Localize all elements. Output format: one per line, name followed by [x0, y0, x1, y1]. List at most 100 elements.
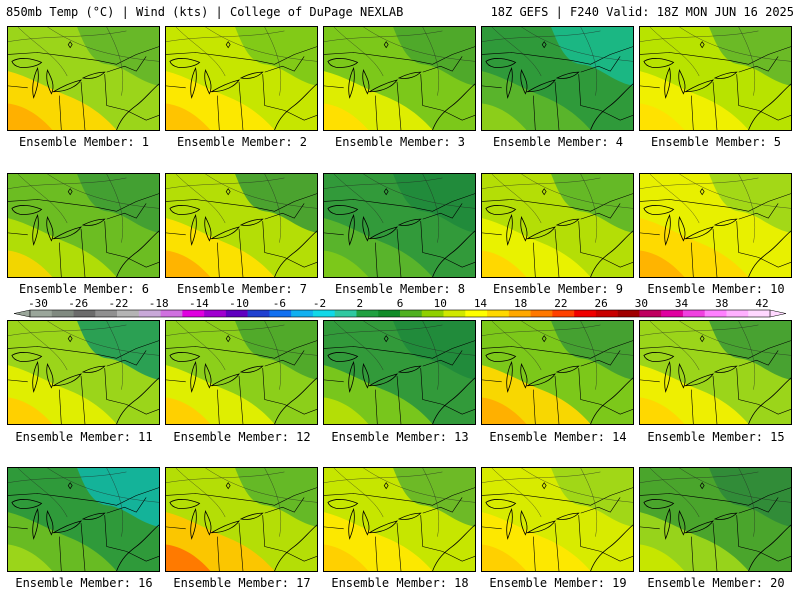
political-border [8, 232, 28, 236]
political-border [80, 228, 86, 277]
lake-outline [204, 216, 212, 242]
temperature-map [640, 27, 791, 130]
lake-outline [683, 373, 714, 387]
political-border [324, 193, 475, 212]
political-border [104, 515, 127, 552]
hot-air-region [640, 103, 685, 130]
lake-outline [397, 512, 422, 520]
lake-outline [397, 218, 422, 226]
lake-outline [555, 365, 580, 373]
hot-air-region [166, 250, 211, 277]
ensemble-panel-7 [165, 173, 318, 278]
political-border [712, 81, 718, 130]
lake-outline [32, 67, 39, 99]
wind-streamline [738, 27, 756, 96]
station-marker-icon [67, 335, 73, 343]
lake-outline [169, 499, 201, 509]
temperature-map [8, 468, 159, 571]
political-border [580, 497, 621, 514]
political-border [554, 375, 560, 424]
wind-streamline [580, 321, 598, 390]
political-border [80, 375, 86, 424]
cool-air-region [235, 321, 317, 380]
political-border [482, 193, 633, 212]
political-border [600, 404, 633, 415]
wind-streamline [205, 174, 317, 209]
political-border [264, 56, 305, 73]
lake-outline [713, 218, 738, 226]
political-border [580, 203, 621, 220]
coastline [432, 83, 475, 130]
lake-outline [190, 508, 197, 540]
colorbar-tick-label: -14 [189, 297, 209, 310]
wind-streamline [205, 27, 317, 62]
ensemble-member-label: Ensemble Member: 16 [15, 576, 153, 590]
colorbar-tick-label: -18 [149, 297, 169, 310]
colorbar-tick-label: 38 [715, 297, 728, 310]
station-marker-icon [67, 188, 73, 196]
cool-air-region [393, 321, 475, 380]
wind-streamline [679, 27, 791, 62]
cool-air-region [77, 174, 159, 233]
political-border [80, 81, 86, 130]
lake-outline [32, 508, 39, 540]
ensemble-member-label: Ensemble Member: 15 [647, 430, 785, 444]
wind-streamline [640, 30, 759, 42]
political-border [691, 242, 694, 277]
wind-streamline [363, 27, 475, 62]
wind-streamline [8, 471, 127, 483]
political-border [262, 515, 285, 552]
lake-outline [348, 67, 355, 99]
colorbar-swatch [204, 310, 227, 317]
coastline [116, 524, 159, 571]
lake-outline [46, 216, 54, 242]
ensemble-member-label: Ensemble Member: 6 [18, 282, 150, 296]
political-border [738, 56, 779, 73]
wind-streamline [264, 174, 282, 243]
ensemble-member-label: Ensemble Member: 18 [331, 576, 469, 590]
colorbar-tick-label: -2 [313, 297, 326, 310]
political-border [238, 228, 244, 277]
political-border [284, 110, 317, 121]
lake-outline [525, 79, 556, 93]
station-marker-icon [699, 188, 705, 196]
political-border [600, 257, 633, 268]
colorbar-swatch [508, 310, 531, 317]
coastline [116, 230, 159, 277]
temperature-map [166, 468, 317, 571]
colorbar-swatch [117, 310, 140, 317]
wind-streamline [482, 471, 601, 483]
lake-outline [485, 58, 517, 68]
lake-outline [520, 363, 528, 389]
coastline [274, 524, 317, 571]
political-border [482, 46, 633, 65]
wind-streamline [47, 174, 159, 209]
lake-outline [664, 361, 671, 393]
political-border [640, 193, 791, 212]
colorbar-tick-label: -6 [273, 297, 286, 310]
political-border [420, 515, 443, 552]
lake-outline [81, 365, 106, 373]
wind-streamline [17, 27, 68, 77]
lake-outline [239, 71, 264, 79]
colorbar-swatch [356, 310, 379, 317]
colorbar-swatch [73, 310, 96, 317]
political-border [640, 85, 660, 89]
political-border [554, 522, 560, 571]
ensemble-member-label: Ensemble Member: 17 [173, 576, 311, 590]
coastline [432, 524, 475, 571]
lake-outline [678, 216, 686, 242]
station-marker-icon [225, 41, 231, 49]
coastline [116, 377, 159, 424]
lake-outline [506, 67, 513, 99]
wind-streamline [106, 27, 124, 96]
lake-outline [664, 67, 671, 99]
political-border [8, 379, 28, 383]
political-border [264, 203, 305, 220]
wind-streamline [422, 321, 440, 390]
ensemble-panel-10 [639, 173, 792, 278]
political-border [422, 56, 463, 73]
political-border [324, 340, 475, 359]
cool-air-region [551, 27, 633, 86]
colorbar-swatch [465, 310, 488, 317]
